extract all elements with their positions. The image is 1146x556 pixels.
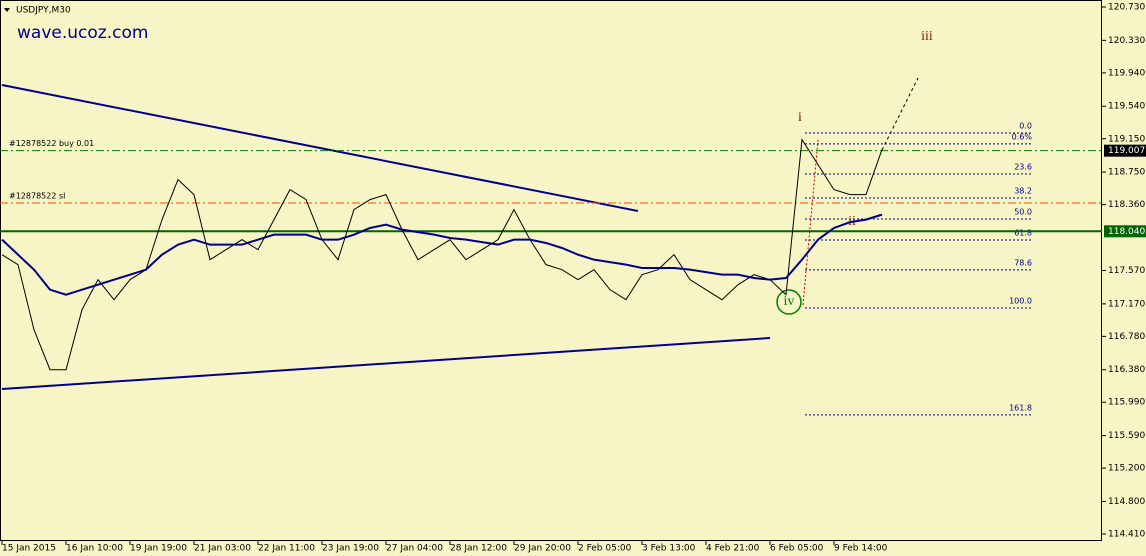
fib-label: 0.6% — [1012, 132, 1033, 141]
y-tick-label: 115.590 — [1108, 431, 1145, 441]
y-tick-label: 120.330 — [1108, 36, 1145, 46]
plot-area — [0, 0, 1102, 541]
x-tick-label: 27 Jan 04:00 — [386, 544, 443, 554]
y-tick-label: 115.200 — [1108, 464, 1145, 474]
x-tick-label: 4 Feb 21:00 — [706, 544, 760, 554]
fib-label: 161.8 — [1009, 403, 1032, 412]
y-tick-label: 117.170 — [1108, 299, 1145, 309]
price-badge — [1104, 225, 1146, 238]
fib-label: 78.6 — [1014, 258, 1032, 267]
y-tick-label: 118.750 — [1108, 168, 1145, 178]
x-tick-label: 16 Jan 10:00 — [66, 544, 123, 554]
projection — [881, 77, 919, 151]
wave-label: iii — [921, 29, 933, 44]
level-label: #12878522 sl — [9, 191, 65, 200]
wave-circle — [776, 289, 802, 315]
x-tick-label: 19 Jan 19:00 — [130, 544, 187, 554]
price-line — [1, 138, 883, 371]
price-badge — [1104, 144, 1146, 157]
fib-label: 38.2 — [1014, 186, 1032, 195]
fib-label: 0.0 — [1019, 121, 1032, 130]
price-badge-label: 119.007 — [1108, 146, 1145, 156]
price-line — [1, 213, 883, 296]
level-label: #12878522 buy 0.01 — [9, 139, 94, 148]
y-tick-label: 116.780 — [1108, 332, 1145, 342]
x-tick-label: 15 Jan 2015 — [2, 544, 56, 554]
fib-label: 100.0 — [1009, 296, 1032, 305]
price-badge-label: 118.040 — [1108, 227, 1145, 237]
x-tick-label: 22 Jan 11:00 — [258, 544, 315, 554]
wave-label: iv — [784, 294, 795, 309]
x-tick-label: 6 Feb 05:00 — [770, 544, 824, 554]
y-tick-label: 120.730 — [1108, 3, 1145, 13]
x-tick-label: 29 Jan 20:00 — [514, 544, 571, 554]
x-tick-label: 9 Feb 14:00 — [834, 544, 888, 554]
fib-label: 61.8 — [1014, 228, 1032, 237]
x-tick-label: 3 Feb 13:00 — [642, 544, 696, 554]
y-tick-label: 118.360 — [1108, 200, 1145, 210]
y-tick-label: 119.540 — [1108, 102, 1145, 112]
fib-label: 23.6 — [1014, 162, 1032, 171]
y-tick-label: 116.380 — [1108, 365, 1145, 375]
y-tick-label: 119.150 — [1108, 134, 1145, 144]
trendline — [1, 84, 639, 212]
x-tick-label: 21 Jan 03:00 — [194, 544, 251, 554]
menu-arrow — [4, 8, 10, 12]
trendline — [1, 337, 771, 390]
y-tick-label: 114.410 — [1108, 529, 1145, 539]
y-tick-label: 117.570 — [1108, 266, 1145, 276]
y-tick-label: 115.990 — [1108, 398, 1145, 408]
y-tick-label: 119.940 — [1108, 68, 1145, 78]
watermark: wave.ucoz.com — [17, 23, 148, 43]
y-tick-label: 114.800 — [1108, 497, 1145, 507]
fib-label: 50.0 — [1014, 207, 1032, 216]
chart-title: USDJPY,M30 — [16, 6, 71, 16]
x-tick-label: 28 Jan 12:00 — [450, 544, 507, 554]
x-tick-label: 23 Jan 19:00 — [322, 544, 379, 554]
x-tick-label: 2 Feb 05:00 — [578, 544, 632, 554]
wave-label: i — [798, 110, 802, 125]
